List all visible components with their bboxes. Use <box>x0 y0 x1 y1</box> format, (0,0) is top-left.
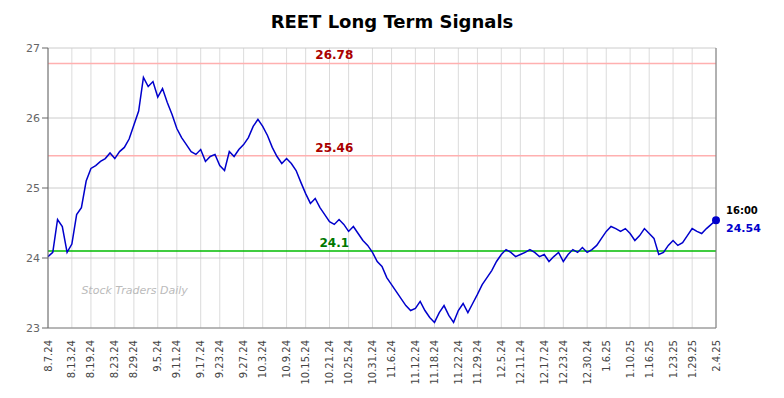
html-text:Stock Traders Daily: Stock Traders Daily <box>81 284 188 297</box>
svg-text:10.3.24: 10.3.24 <box>257 340 268 378</box>
svg-text:10.9.24: 10.9.24 <box>281 340 292 378</box>
svg-text:11.12.24: 11.12.24 <box>410 340 421 385</box>
svg-text:24: 24 <box>26 252 40 265</box>
svg-text:1.23.25: 1.23.25 <box>668 340 679 378</box>
svg-text:8.13.24: 8.13.24 <box>66 340 77 378</box>
svg-text:11.6.24: 11.6.24 <box>386 340 397 378</box>
svg-text:9.5.24: 9.5.24 <box>152 340 163 372</box>
svg-text:9.23.24: 9.23.24 <box>214 340 225 378</box>
svg-text:25.46: 25.46 <box>315 141 353 155</box>
svg-text:10.21.24: 10.21.24 <box>324 340 335 385</box>
svg-text:24.1: 24.1 <box>319 236 349 250</box>
svg-text:8.19.24: 8.19.24 <box>85 340 96 378</box>
svg-text:1.29.25: 1.29.25 <box>687 340 698 378</box>
svg-text:9.17.24: 9.17.24 <box>195 340 206 378</box>
svg-text:12.30.24: 12.30.24 <box>582 340 593 385</box>
svg-text:1.10.25: 1.10.25 <box>625 340 636 378</box>
svg-text:12.23.24: 12.23.24 <box>558 340 569 385</box>
svg-text:10.15.24: 10.15.24 <box>300 340 311 385</box>
svg-text:12.11.24: 12.11.24 <box>515 340 526 385</box>
svg-text:8.7.24: 8.7.24 <box>43 340 54 372</box>
svg-text:16:00: 16:00 <box>726 205 758 216</box>
svg-text:23: 23 <box>26 322 40 335</box>
svg-text:26.78: 26.78 <box>315 48 353 62</box>
svg-text:25: 25 <box>26 182 40 195</box>
svg-text:11.22.24: 11.22.24 <box>453 340 464 385</box>
svg-text:10.25.24: 10.25.24 <box>343 340 354 385</box>
svg-text:24.54: 24.54 <box>726 222 761 235</box>
svg-text:2.4.25: 2.4.25 <box>711 340 722 372</box>
svg-text:9.11.24: 9.11.24 <box>171 340 182 378</box>
svg-text:10.31.24: 10.31.24 <box>367 340 378 385</box>
svg-text:9.27.24: 9.27.24 <box>238 340 249 378</box>
svg-text:8.29.24: 8.29.24 <box>128 340 139 378</box>
svg-text:1.6.25: 1.6.25 <box>601 340 612 372</box>
svg-text:12.17.24: 12.17.24 <box>539 340 550 385</box>
svg-text:1.16.25: 1.16.25 <box>644 340 655 378</box>
html-text:REET Long Term Signals: REET Long Term Signals <box>270 11 514 32</box>
svg-text:27: 27 <box>26 42 40 55</box>
svg-text:8.23.24: 8.23.24 <box>109 340 120 378</box>
svg-text:11.18.24: 11.18.24 <box>429 340 440 385</box>
svg-text:11.29.24: 11.29.24 <box>472 340 483 385</box>
svg-text:12.5.24: 12.5.24 <box>496 340 507 378</box>
svg-text:26: 26 <box>26 112 40 125</box>
